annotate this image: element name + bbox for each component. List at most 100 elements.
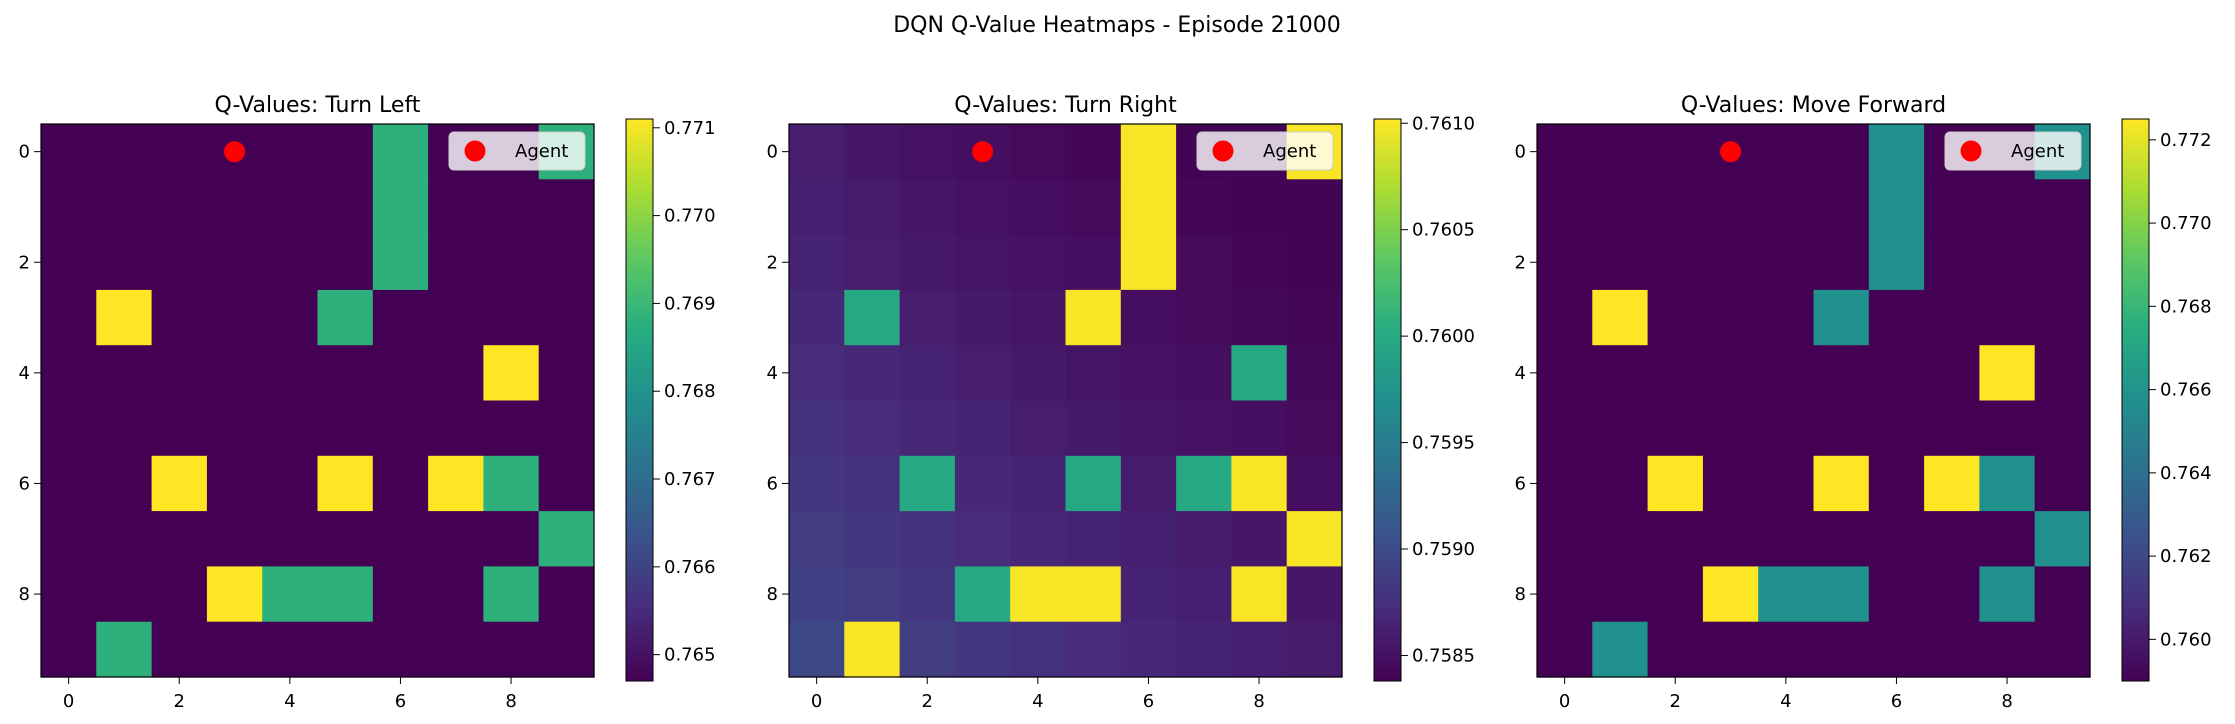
heatmap-cell — [428, 566, 484, 623]
heatmap-cell — [483, 345, 540, 402]
heatmap-cell — [2034, 566, 2091, 623]
x-tick-label: 6 — [1891, 691, 1902, 712]
y-tick-label: 0 — [19, 142, 30, 163]
heatmap-cell — [2034, 400, 2091, 457]
heatmap-cell — [789, 455, 845, 512]
heatmap-cell — [1924, 455, 1980, 512]
heatmap-cell — [789, 566, 845, 623]
heatmap-cell — [151, 455, 208, 512]
heatmap-cell — [844, 345, 901, 402]
heatmap-cell — [1065, 455, 1122, 512]
heatmap-cell — [1231, 455, 1288, 512]
heatmap-cell — [96, 511, 153, 567]
heatmap-cell — [1286, 345, 1343, 402]
heatmap-cell — [1924, 400, 1980, 457]
heatmap-cell — [844, 455, 901, 512]
x-tick-label: 4 — [284, 691, 295, 712]
heatmap-cell — [1065, 345, 1122, 402]
heatmap-cell — [1286, 566, 1343, 623]
heatmap-cell — [1813, 511, 1870, 567]
y-tick-label: 6 — [1515, 473, 1526, 494]
x-tick-label: 2 — [922, 691, 933, 712]
heatmap-cell — [41, 455, 97, 512]
heatmap-cell — [954, 511, 1011, 567]
agent-marker — [1720, 141, 1742, 163]
heatmap-cell — [1924, 621, 1980, 678]
heatmap-cell — [2034, 511, 2091, 567]
legend: Agent — [1944, 131, 2082, 171]
heatmap-cell — [1979, 234, 2036, 291]
heatmap-cell — [96, 124, 153, 180]
heatmap-cell — [372, 124, 429, 180]
heatmap-cell — [1647, 621, 1704, 678]
heatmap-cell — [1647, 124, 1704, 180]
heatmap-cell — [96, 179, 153, 236]
heatmap-cell — [1758, 400, 1815, 457]
heatmap-cell — [1176, 511, 1232, 567]
heatmap-cell — [538, 566, 595, 623]
heatmap-cell — [1537, 400, 1593, 457]
heatmap-cell — [899, 179, 956, 236]
heatmap-cell — [954, 289, 1011, 346]
heatmap-cell — [1010, 289, 1067, 346]
heatmap-cell — [789, 234, 845, 291]
colorbar-tick-label: 0.766 — [664, 557, 716, 578]
heatmap-cell — [1813, 566, 1870, 623]
heatmap-cell — [954, 621, 1011, 678]
heatmap-cell — [844, 566, 901, 623]
heatmap-cell — [1702, 234, 1759, 291]
heatmap-cell — [1979, 511, 2036, 567]
colorbar: 0.765 0.766 0.767 0.768 0.769 0.770 0.771 — [625, 118, 716, 682]
heatmap-cell — [2034, 179, 2091, 236]
heatmap-cell — [206, 621, 263, 678]
heatmap-cell — [538, 455, 595, 512]
heatmap-cell — [1176, 400, 1232, 457]
heatmap-cell — [151, 345, 208, 402]
heatmap-cell — [1120, 566, 1177, 623]
heatmap-cell — [96, 566, 153, 623]
legend-box — [1196, 131, 1334, 171]
heatmap-cell — [41, 566, 97, 623]
heatmap-cell — [151, 124, 208, 180]
heatmap-cell — [317, 621, 374, 678]
heatmap-cell — [789, 511, 845, 567]
heatmap-cell — [1868, 289, 1925, 346]
heatmap-cell — [1702, 179, 1759, 236]
heatmap-cell — [483, 234, 540, 291]
heatmap-cell — [1065, 179, 1122, 236]
heatmap-cell — [2034, 455, 2091, 512]
heatmap-cell — [151, 566, 208, 623]
heatmap-cell — [1979, 621, 2036, 678]
heatmap-cell — [1813, 289, 1870, 346]
heatmap-cell — [1120, 124, 1177, 180]
heatmap-cell — [372, 511, 429, 567]
heatmap-cell — [1065, 289, 1122, 346]
heatmap-cell — [1702, 511, 1759, 567]
heatmap-cell — [1120, 345, 1177, 402]
heatmap-cell — [317, 566, 374, 623]
heatmap-cell — [1702, 289, 1759, 346]
heatmap-cell — [1176, 289, 1232, 346]
heatmap-cell — [1979, 289, 2036, 346]
heatmap-cell — [1231, 621, 1288, 678]
heatmap-cell — [1537, 234, 1593, 291]
heatmap-cell — [1758, 234, 1815, 291]
x-tick-label: 0 — [63, 691, 74, 712]
heatmap-cell — [1924, 179, 1980, 236]
heatmap-panel: Q-Values: Turn Right 0 2 4 6 8 0 2 4 6 8 Agent 0.758… — [767, 93, 1475, 712]
heatmap-cell — [899, 345, 956, 402]
heatmap-cell — [1010, 345, 1067, 402]
heatmap-cell — [1702, 400, 1759, 457]
heatmap-cell — [206, 566, 263, 623]
heatmap-cell — [899, 455, 956, 512]
x-tick-label: 4 — [1032, 691, 1043, 712]
heatmap-cell — [1813, 345, 1870, 402]
heatmap-cell — [899, 400, 956, 457]
y-tick-label: 6 — [19, 473, 30, 494]
heatmap-cell — [1979, 566, 2036, 623]
heatmap-cell — [1231, 511, 1288, 567]
heatmap-cell — [1979, 345, 2036, 402]
heatmap-cell — [1231, 566, 1288, 623]
heatmap-cell — [317, 400, 374, 457]
heatmap-cell — [899, 234, 956, 291]
